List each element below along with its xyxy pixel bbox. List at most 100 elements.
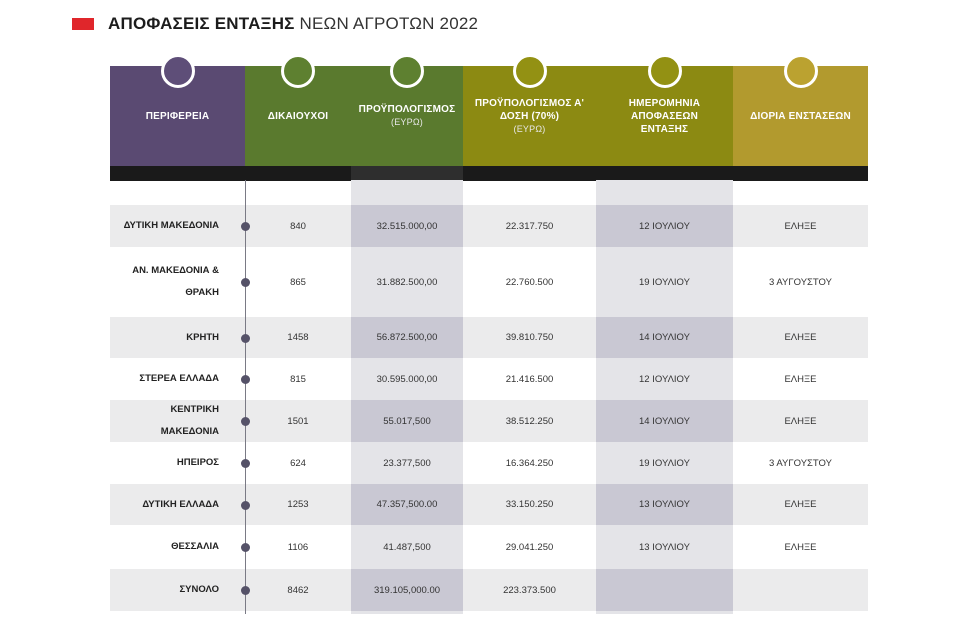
cell-first: 22.760.500 <box>505 276 554 288</box>
cell-region: ΔΥΤΙΚΗ ΜΑΚΕΔΟΝΙΑ <box>110 205 245 247</box>
cell-deadline: ΕΛΗΞΕ <box>733 400 868 442</box>
cell-date <box>596 569 733 611</box>
cell-region: ΣΤΕΡΕΑ ΕΛΛΑΔΑ <box>139 373 219 384</box>
header-cell: ΠΕΡΙΦΕΡΕΙΑ <box>110 54 245 166</box>
table-row: ΚΕΝΤΡΙΚΗ ΜΑΚΕΔΟΝΙΑ 1501 55.017,500 38.512.2… <box>110 400 868 442</box>
table-row: ΗΠΕΙΡΟΣ 624 23.377,500 16.364.250 19 ΙΟΥΛΙΟΥ… <box>110 442 868 484</box>
table-row: ΘΕΣΣΑΛΙΑ 1106 41.487,500 29.041.250 13 ΙΟΥΛΙ… <box>110 525 868 569</box>
cell-deadline: ΕΛΗΞΕ <box>733 317 868 358</box>
cell-first: 33.150.250 <box>463 484 596 525</box>
header-divider-bar <box>596 166 733 181</box>
cell-first: 38.512.250 <box>463 400 596 442</box>
cell-date: 14 ΙΟΥΛΙΟΥ <box>596 400 733 442</box>
cell-deadline: 3 ΑΥΓΟΥΣΤΟΥ <box>769 457 832 469</box>
header-divider-bar <box>110 166 245 181</box>
title-block: ΑΠΟΦΑΣΕΙΣ ΕΝΤΑΞΗΣ ΝΕΩΝ ΑΓΡΟΤΩΝ 2022 <box>72 14 478 34</box>
cell-budget: 30.595.000,00 <box>376 373 438 385</box>
header-cell: ΠΡΟΫΠΟΛΟΓΙΣΜΟΣ (ΕΥΡΩ) <box>351 54 463 166</box>
cell-region: ΣΥΝΟΛΟ <box>110 569 245 611</box>
title-light: ΝΕΩΝ ΑΓΡΟΤΩΝ 2022 <box>299 14 479 33</box>
header-sublabel: (ΕΥΡΩ) <box>391 117 423 127</box>
header-circle-icon <box>160 54 195 88</box>
cell-beneficiaries: 840 <box>245 205 351 247</box>
column-shade <box>351 180 463 614</box>
cell-beneficiaries: 1253 <box>245 484 351 525</box>
column-shade <box>596 180 733 614</box>
cell-deadline: ΕΛΗΞΕ <box>733 205 868 247</box>
cell-deadline: ΕΛΗΞΕ <box>784 373 817 385</box>
cell-deadline: ΕΛΗΞΕ <box>733 484 868 525</box>
cell-budget: 56.872.500,00 <box>351 317 463 358</box>
cell-beneficiaries: 1501 <box>245 400 351 442</box>
cell-region: ΗΠΕΙΡΟΣ <box>176 457 219 468</box>
table-row: ΣΤΕΡΕΑ ΕΛΛΑΔΑ 815 30.595.000,00 21.416.500 1… <box>110 358 868 400</box>
header-cell: ΔΙΚΑΙΟΥΧΟΙ <box>245 54 351 166</box>
cell-date: 13 ΙΟΥΛΙΟΥ <box>639 541 690 553</box>
header-divider-bar <box>463 166 596 181</box>
cell-deadline <box>733 569 868 611</box>
timeline-dot-icon <box>241 500 250 510</box>
header-divider-bar <box>733 166 868 181</box>
timeline-dot-icon <box>241 459 250 468</box>
page-title: ΑΠΟΦΑΣΕΙΣ ΕΝΤΑΞΗΣ ΝΕΩΝ ΑΓΡΟΤΩΝ 2022 <box>108 14 478 34</box>
table-row: ΔΥΤΙΚΗ ΕΛΛΑΔΑ 1253 47.357,500.00 33.150.250… <box>110 484 868 525</box>
header-label: ΔΙΚΑΙΟΥΧΟΙ <box>267 110 329 122</box>
cell-beneficiaries: 8462 <box>245 569 351 611</box>
cell-beneficiaries: 815 <box>290 373 306 385</box>
cell-budget: 319.105,000.00 <box>351 569 463 611</box>
cell-budget: 31.882.500,00 <box>376 276 438 288</box>
cell-beneficiaries: 1106 <box>287 541 309 553</box>
cell-beneficiaries: 1458 <box>245 317 351 358</box>
cell-first: 39.810.750 <box>463 317 596 358</box>
cell-budget: 32.515.000,00 <box>351 205 463 247</box>
header-cell: ΔΙΟΡΙΑ ΕΝΣΤΑΣΕΩΝ <box>733 54 868 166</box>
timeline-dot-icon <box>241 222 250 231</box>
cell-deadline: ΕΛΗΞΕ <box>784 541 817 553</box>
cell-budget: 47.357,500.00 <box>351 484 463 525</box>
header-divider-bar <box>245 166 351 181</box>
cell-region: ΚΡΗΤΗ <box>110 317 245 358</box>
header-label: ΗΜΕΡΟΜΗΝΙΑ ΑΠΟΦΑΣΕΩΝ ΕΝΤΑΞΗΣ <box>628 97 701 135</box>
timeline-dot-icon <box>241 375 250 384</box>
timeline-dot-icon <box>241 586 250 595</box>
header-circle-icon <box>647 54 682 88</box>
header-circle-icon <box>281 54 315 88</box>
red-marker <box>72 18 94 30</box>
header-label: ΠΡΟΫΠΟΛΟΓΙΣΜΟΣ <box>358 104 456 115</box>
cell-date: 19 ΙΟΥΛΙΟΥ <box>639 276 690 288</box>
timeline-dot-icon <box>241 333 250 343</box>
header-circle-icon <box>512 54 547 88</box>
cell-deadline: 3 ΑΥΓΟΥΣΤΟΥ <box>769 276 832 288</box>
header-cell: ΠΡΟΫΠΟΛΟΓΙΣΜΟΣ Α' ΔΟΣΗ (70%) (ΕΥΡΩ) <box>463 54 596 166</box>
header-divider-bar <box>351 166 463 181</box>
cell-first: 223.373.500 <box>463 569 596 611</box>
cell-date: 19 ΙΟΥΛΙΟΥ <box>639 457 690 469</box>
cell-region: ΚΕΝΤΡΙΚΗ ΜΑΚΕΔΟΝΙΑ <box>110 400 245 442</box>
header-cell: ΗΜΕΡΟΜΗΝΙΑ ΑΠΟΦΑΣΕΩΝ ΕΝΤΑΞΗΣ <box>596 54 733 166</box>
cell-budget: 41.487,500 <box>383 541 431 553</box>
cell-date: 14 ΙΟΥΛΙΟΥ <box>596 317 733 358</box>
timeline-dot-icon <box>241 543 250 552</box>
timeline-dot-icon <box>241 417 250 426</box>
timeline-dot-icon <box>241 278 250 287</box>
cell-beneficiaries: 865 <box>290 276 306 288</box>
title-bold: ΑΠΟΦΑΣΕΙΣ ΕΝΤΑΞΗΣ <box>108 14 295 33</box>
header-circle-icon <box>390 54 424 88</box>
timeline-line <box>245 180 246 614</box>
cell-first: 22.317.750 <box>463 205 596 247</box>
cell-region: ΘΕΣΣΑΛΙΑ <box>171 541 219 552</box>
table-row: ΚΡΗΤΗ 1458 56.872.500,00 39.810.750 14 ΙΟΥΛΙ… <box>110 317 868 358</box>
cell-region: ΔΥΤΙΚΗ ΕΛΛΑΔΑ <box>110 484 245 525</box>
table-row: ΑΝ. ΜΑΚΕΔΟΝΙΑ & ΘΡΑΚΗ 865 31.882.500,00 22.… <box>110 247 868 317</box>
cell-first: 29.041.250 <box>505 541 554 553</box>
table-row: ΣΥΝΟΛΟ 8462 319.105,000.00 223.373.500 <box>110 569 868 611</box>
header-label: ΠΡΟΫΠΟΛΟΓΙΣΜΟΣ Α' ΔΟΣΗ (70%) <box>474 97 585 122</box>
cell-beneficiaries: 624 <box>290 457 306 469</box>
cell-date: 12 ΙΟΥΛΙΟΥ <box>596 205 733 247</box>
header-label: ΠΕΡΙΦΕΡΕΙΑ <box>145 110 210 122</box>
header-sublabel: (ΕΥΡΩ) <box>513 123 546 134</box>
cell-budget: 23.377,500 <box>383 457 431 469</box>
data-table: ΠΕΡΙΦΕΡΕΙΑ ΔΙΚΑΙΟΥΧΟΙ ΠΡΟΫΠΟΛΟΓΙΣΜΟΣ (ΕΥΡΩ)… <box>110 54 868 614</box>
header-circle-icon <box>783 54 818 88</box>
cell-budget: 55.017,500 <box>351 400 463 442</box>
